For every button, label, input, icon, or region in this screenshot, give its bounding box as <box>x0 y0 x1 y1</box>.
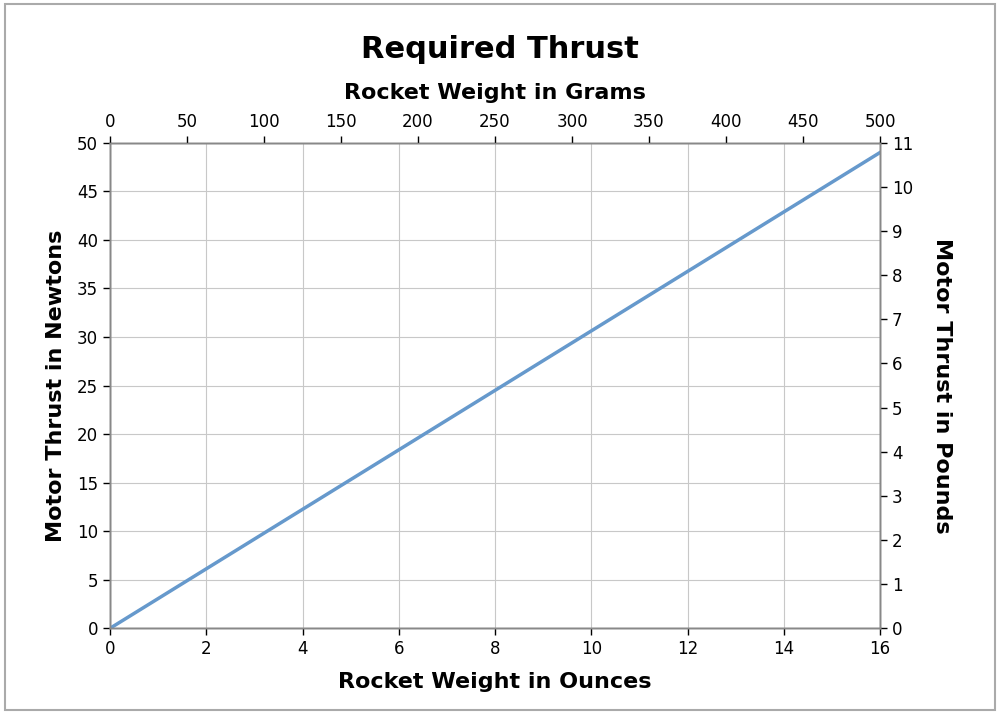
X-axis label: Rocket Weight in Grams: Rocket Weight in Grams <box>344 83 646 103</box>
X-axis label: Rocket Weight in Ounces: Rocket Weight in Ounces <box>338 672 652 692</box>
Y-axis label: Motor Thrust in Newtons: Motor Thrust in Newtons <box>46 229 66 542</box>
Text: Required Thrust: Required Thrust <box>361 36 639 64</box>
Y-axis label: Motor Thrust in Pounds: Motor Thrust in Pounds <box>932 238 952 533</box>
